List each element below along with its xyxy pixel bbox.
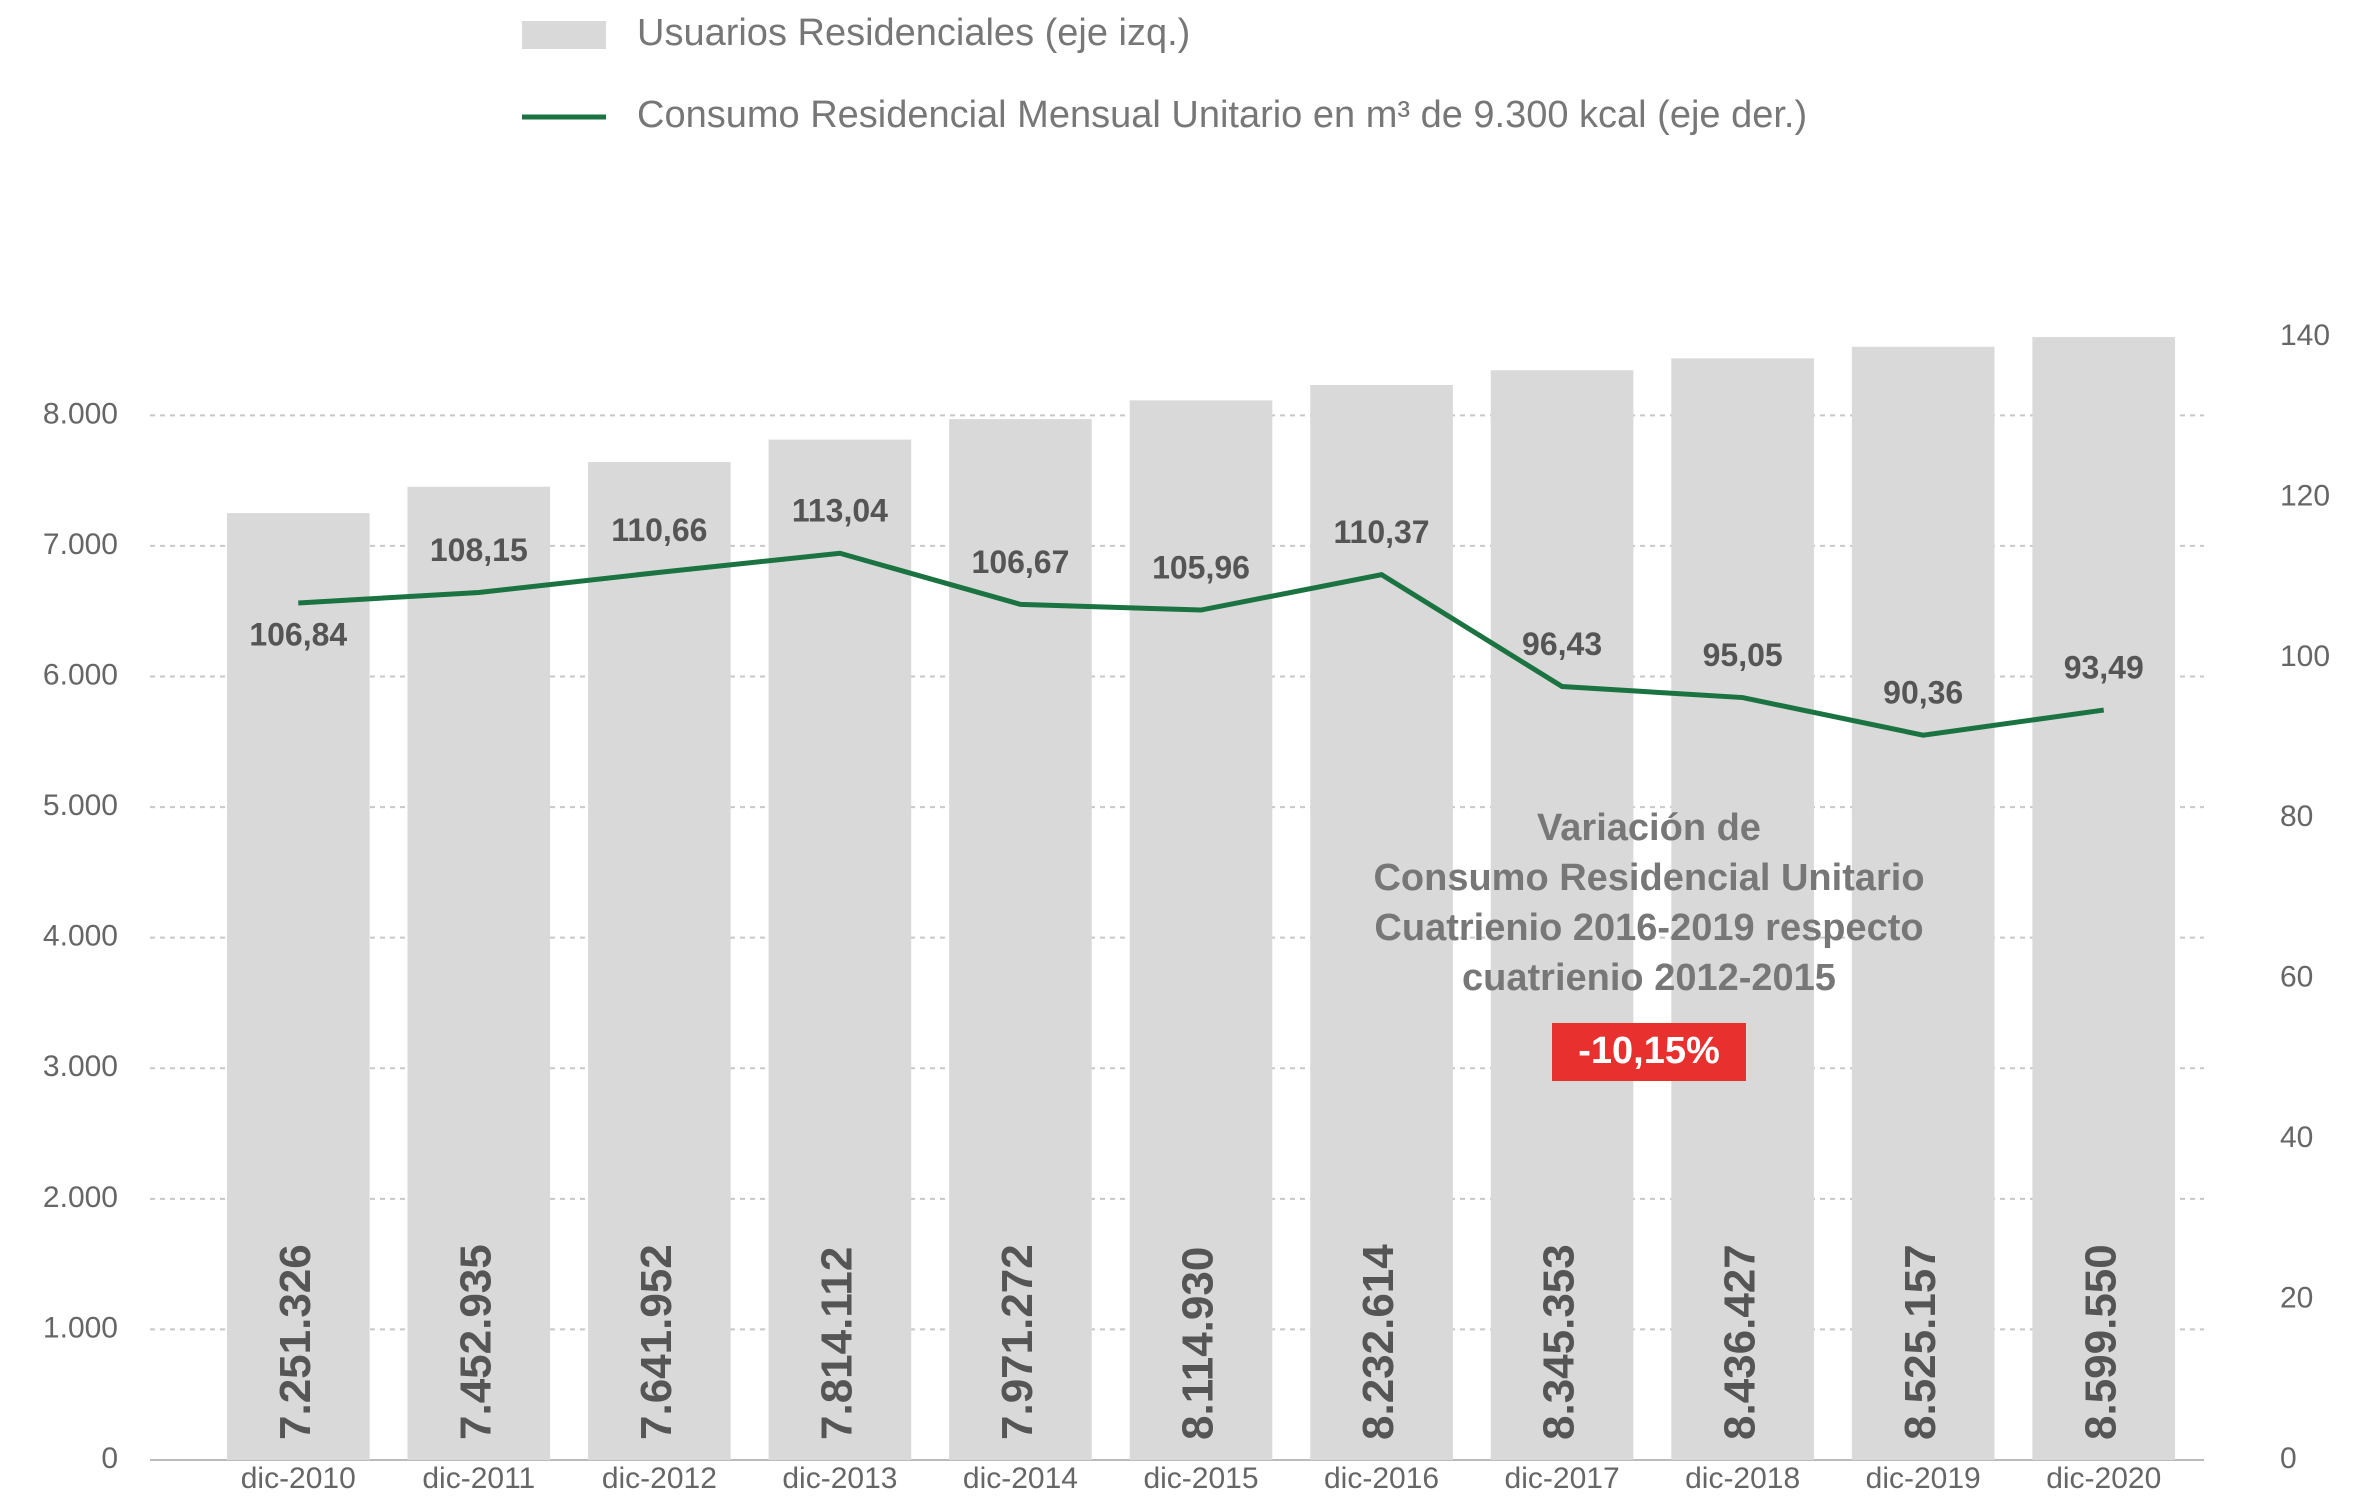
y2-tick-label: 140	[2280, 319, 2330, 352]
y-tick-label: 5.000	[43, 789, 118, 822]
legend-swatch-bar	[522, 21, 606, 49]
y-tick-label: 2.000	[43, 1181, 118, 1214]
y-tick-label: 0	[101, 1442, 118, 1475]
x-tick-label: dic-2015	[1143, 1462, 1258, 1495]
bar	[1671, 358, 1814, 1460]
line-value-label: 113,04	[792, 493, 888, 529]
line-value-label: 106,84	[249, 616, 347, 652]
bar-value-label: 8.114.930	[1174, 1247, 1223, 1440]
x-tick-label: dic-2013	[782, 1462, 897, 1495]
line-value-label: 90,36	[1883, 675, 1963, 711]
annotation-text: Variación de	[1537, 807, 1761, 849]
x-tick-label: dic-2020	[2046, 1462, 2161, 1495]
y-tick-label: 7.000	[43, 528, 118, 561]
y2-tick-label: 40	[2280, 1121, 2313, 1154]
annotation-text: cuatrienio 2012-2015	[1462, 957, 1836, 999]
y-tick-label: 4.000	[43, 920, 118, 953]
line-value-label: 105,96	[1152, 550, 1250, 586]
y2-tick-label: 20	[2280, 1281, 2313, 1314]
y2-tick-label: 0	[2280, 1442, 2297, 1475]
bar	[226, 513, 370, 1460]
line	[298, 550, 2105, 738]
bar	[1490, 370, 1634, 1460]
x-tick-label: dic-2012	[602, 1462, 717, 1495]
bar	[2032, 337, 2176, 1460]
line-value-label: 93,49	[2064, 650, 2144, 686]
x-tick-label: dic-2014	[963, 1462, 1078, 1495]
line-value-label: 96,43	[1522, 626, 1602, 662]
x-tick-label: dic-2016	[1324, 1462, 1439, 1495]
bar	[1310, 384, 1453, 1461]
annotation-badge-text: -10,15%	[1578, 1030, 1720, 1072]
bar-value-label: 7.452.935	[451, 1244, 500, 1440]
y-tick-label: 6.000	[43, 658, 118, 691]
y2-tick-label: 120	[2280, 479, 2330, 512]
bar-value-label: 7.641.952	[632, 1244, 681, 1440]
bar	[1129, 400, 1273, 1461]
legend-label: Consumo Residencial Mensual Unitario en …	[637, 94, 1807, 136]
bar-value-label: 7.971.272	[993, 1244, 1042, 1440]
y-tick-label: 8.000	[43, 397, 118, 430]
bar-value-label: 8.436.427	[1715, 1244, 1764, 1440]
bar	[407, 486, 551, 1460]
bar-value-label: 7.814.112	[813, 1247, 862, 1440]
line-value-label: 106,67	[972, 544, 1070, 580]
y-tick-label: 3.000	[43, 1050, 118, 1083]
x-tick-label: dic-2017	[1505, 1462, 1620, 1495]
y-tick-label: 1.000	[43, 1311, 118, 1344]
bar	[1851, 346, 1995, 1461]
bar	[768, 439, 912, 1461]
x-tick-label: dic-2010	[241, 1462, 356, 1495]
line-value-label: 95,05	[1703, 637, 1783, 673]
bar-value-label: 7.251.326	[271, 1244, 320, 1440]
x-tick-label: dic-2019	[1866, 1462, 1981, 1495]
legend-label: Usuarios Residenciales (eje izq.)	[637, 12, 1190, 54]
bar-value-label: 8.345.353	[1535, 1244, 1584, 1440]
bar-value-label: 8.599.550	[2076, 1244, 2125, 1440]
x-tick-label: dic-2011	[422, 1462, 535, 1495]
bar-value-label: 8.525.157	[1896, 1244, 1945, 1440]
annotation-badge	[1552, 1023, 1746, 1081]
x-tick-label: dic-2018	[1685, 1462, 1800, 1495]
bar	[588, 462, 731, 1460]
bar-value-label: 8.232.614	[1354, 1244, 1403, 1440]
y2-tick-label: 80	[2280, 800, 2313, 833]
y2-tick-label: 60	[2280, 961, 2313, 994]
annotation-text: Consumo Residencial Unitario	[1373, 857, 1924, 899]
line-value-label: 110,37	[1333, 514, 1429, 550]
line-value-label: 110,66	[611, 512, 707, 548]
annotation-text: Cuatrienio 2016-2019 respecto	[1374, 907, 1923, 949]
line-value-label: 108,15	[430, 532, 528, 568]
y2-tick-label: 100	[2280, 640, 2330, 673]
